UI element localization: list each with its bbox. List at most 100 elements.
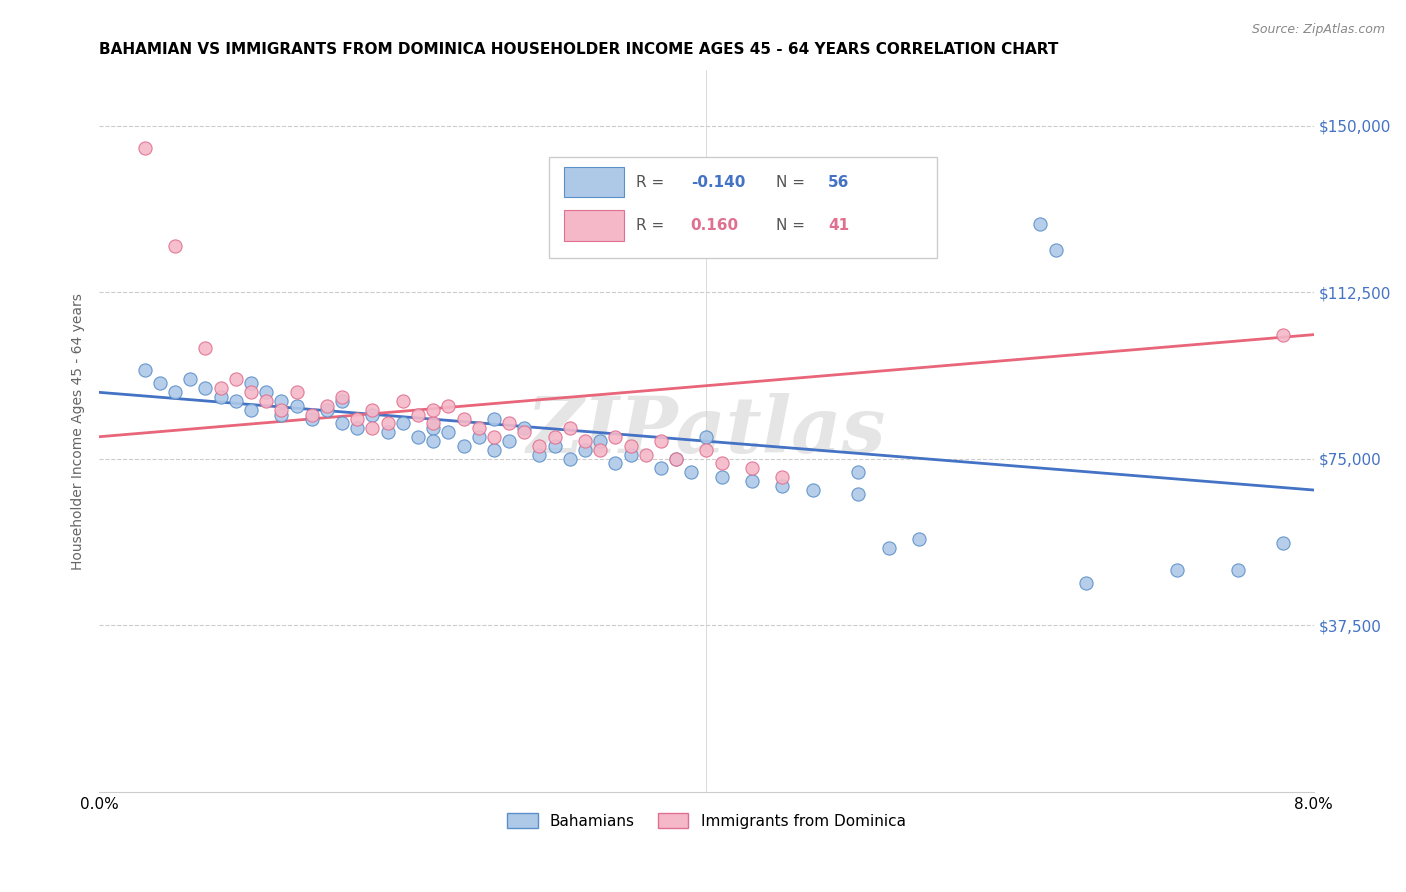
Point bbox=[391, 417, 413, 431]
Point bbox=[453, 439, 475, 453]
Point bbox=[285, 399, 308, 413]
Point bbox=[179, 372, 201, 386]
Text: R =: R = bbox=[636, 218, 669, 233]
Point bbox=[695, 430, 717, 444]
Point bbox=[467, 421, 489, 435]
Point bbox=[513, 421, 536, 435]
Text: R =: R = bbox=[636, 175, 669, 190]
Point bbox=[710, 456, 733, 470]
Text: Source: ZipAtlas.com: Source: ZipAtlas.com bbox=[1251, 23, 1385, 37]
Point bbox=[1272, 536, 1295, 550]
Point bbox=[239, 376, 262, 391]
Point bbox=[422, 421, 444, 435]
Point bbox=[650, 460, 672, 475]
Point bbox=[270, 403, 292, 417]
Point bbox=[346, 412, 368, 426]
Point bbox=[346, 421, 368, 435]
Point bbox=[315, 403, 337, 417]
Point bbox=[619, 448, 641, 462]
Point bbox=[482, 430, 505, 444]
Point bbox=[801, 483, 824, 497]
Point bbox=[498, 417, 520, 431]
Point bbox=[377, 425, 399, 440]
Point bbox=[361, 408, 384, 422]
Point bbox=[270, 394, 292, 409]
Point bbox=[710, 469, 733, 483]
Point bbox=[846, 465, 869, 479]
FancyBboxPatch shape bbox=[564, 211, 624, 241]
Point bbox=[225, 394, 247, 409]
Point bbox=[1074, 576, 1097, 591]
Point bbox=[741, 460, 763, 475]
Point bbox=[695, 443, 717, 458]
Point bbox=[239, 403, 262, 417]
Point bbox=[406, 430, 429, 444]
Point bbox=[437, 425, 460, 440]
Point bbox=[422, 403, 444, 417]
Point bbox=[194, 381, 217, 395]
Point bbox=[163, 239, 186, 253]
Point bbox=[315, 399, 337, 413]
Point bbox=[770, 478, 793, 492]
Point bbox=[589, 434, 612, 449]
Point bbox=[605, 456, 627, 470]
Text: N =: N = bbox=[776, 218, 810, 233]
Point bbox=[665, 452, 688, 467]
Point bbox=[1226, 563, 1249, 577]
Point bbox=[498, 434, 520, 449]
Text: 41: 41 bbox=[828, 218, 849, 233]
Point bbox=[330, 390, 353, 404]
Point bbox=[453, 412, 475, 426]
Point bbox=[589, 443, 612, 458]
Point bbox=[134, 141, 156, 155]
Point bbox=[301, 408, 323, 422]
Point bbox=[770, 469, 793, 483]
Text: BAHAMIAN VS IMMIGRANTS FROM DOMINICA HOUSEHOLDER INCOME AGES 45 - 64 YEARS CORRE: BAHAMIAN VS IMMIGRANTS FROM DOMINICA HOU… bbox=[100, 42, 1059, 57]
Point bbox=[254, 394, 277, 409]
Point bbox=[209, 390, 232, 404]
Point bbox=[391, 394, 413, 409]
Point bbox=[330, 417, 353, 431]
Point bbox=[254, 385, 277, 400]
Point bbox=[437, 399, 460, 413]
Point bbox=[406, 408, 429, 422]
FancyBboxPatch shape bbox=[548, 157, 938, 258]
Point bbox=[482, 443, 505, 458]
Point bbox=[846, 487, 869, 501]
Point bbox=[558, 452, 581, 467]
Point bbox=[361, 421, 384, 435]
Text: 56: 56 bbox=[828, 175, 849, 190]
Text: N =: N = bbox=[776, 175, 810, 190]
Point bbox=[529, 439, 551, 453]
Point bbox=[361, 403, 384, 417]
Point bbox=[270, 408, 292, 422]
FancyBboxPatch shape bbox=[564, 167, 624, 197]
Legend: Bahamians, Immigrants from Dominica: Bahamians, Immigrants from Dominica bbox=[501, 806, 912, 835]
Y-axis label: Householder Income Ages 45 - 64 years: Householder Income Ages 45 - 64 years bbox=[72, 293, 86, 570]
Point bbox=[1045, 244, 1067, 258]
Point bbox=[877, 541, 900, 555]
Point bbox=[285, 385, 308, 400]
Point bbox=[543, 430, 565, 444]
Point bbox=[650, 434, 672, 449]
Point bbox=[225, 372, 247, 386]
Point bbox=[605, 430, 627, 444]
Point bbox=[543, 439, 565, 453]
Point bbox=[741, 474, 763, 488]
Point bbox=[239, 385, 262, 400]
Point bbox=[574, 434, 596, 449]
Point bbox=[467, 430, 489, 444]
Text: ZIPatlas: ZIPatlas bbox=[527, 393, 886, 469]
Point bbox=[194, 341, 217, 355]
Point bbox=[330, 394, 353, 409]
Point bbox=[513, 425, 536, 440]
Point bbox=[209, 381, 232, 395]
Point bbox=[482, 412, 505, 426]
Point bbox=[422, 417, 444, 431]
Point bbox=[1029, 217, 1052, 231]
Point bbox=[619, 439, 641, 453]
Point bbox=[377, 417, 399, 431]
Point bbox=[1166, 563, 1188, 577]
Point bbox=[163, 385, 186, 400]
Text: 0.160: 0.160 bbox=[690, 218, 738, 233]
